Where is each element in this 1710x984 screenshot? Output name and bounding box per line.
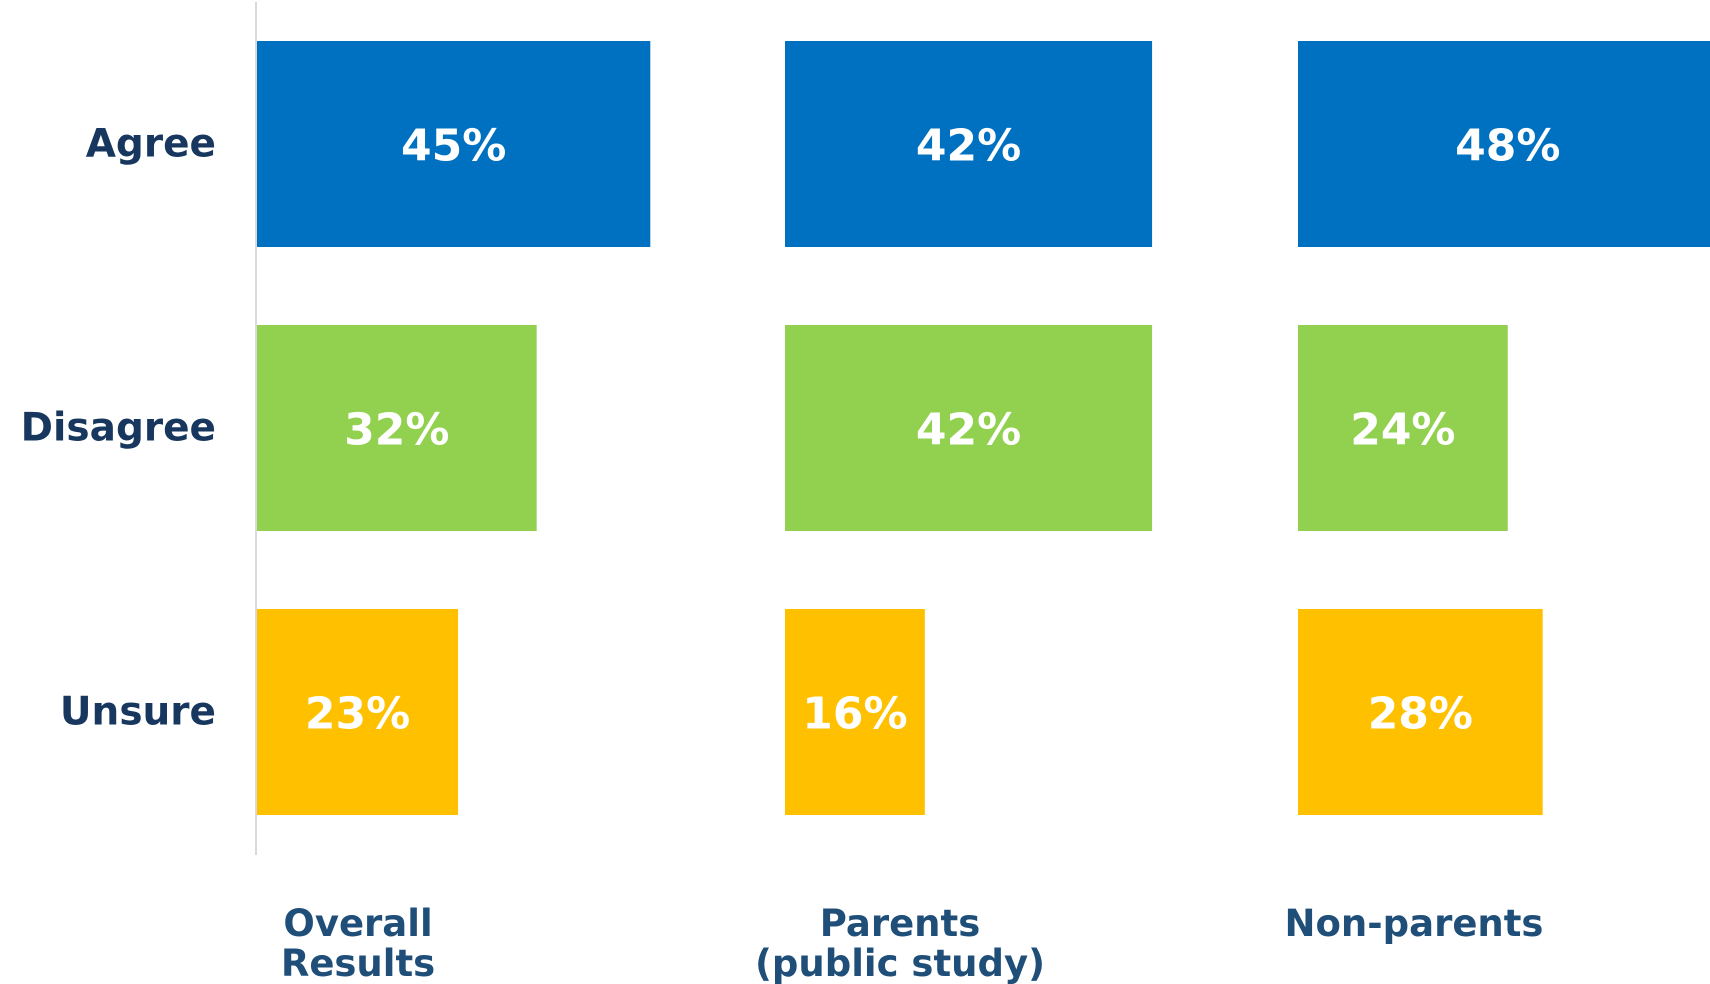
bar-non-parents-agree [1298,41,1710,247]
group-labels: Overall Results Parents (public study) Non-p… [281,902,1544,984]
group-label-parents-public-study: Parents (public study) [755,902,1045,984]
bar-parents-public-study-unsure [785,609,925,815]
value-label-non-parents-disagree: 24% [1350,405,1455,456]
bar-overall-results-unsure [257,609,459,815]
value-label-non-parents-unsure: 28% [1368,689,1473,740]
category-label-agree: Agree [86,122,216,167]
value-label-parents-public-study-disagree: 42% [916,405,1021,456]
group-label-overall-results: Overall Results [281,902,435,984]
value-label-overall-results-agree: 45% [401,121,506,172]
category-labels: Agree Disagree Unsure [21,122,216,735]
bar-parents-public-study-disagree [785,325,1153,531]
value-labels: 45% 32% 23% 42% 42% 16% 48% 24% 28% [305,121,1561,740]
bars [257,41,1710,815]
category-label-unsure: Unsure [60,690,216,735]
bar-overall-results-agree [257,41,651,247]
bar-overall-results-disagree [257,325,537,531]
bar-parents-public-study-agree [785,41,1153,247]
category-label-disagree: Disagree [21,406,216,451]
bar-non-parents-disagree [1298,325,1508,531]
group-label-non-parents: Non-parents [1285,902,1544,945]
value-label-parents-public-study-agree: 42% [916,121,1021,172]
value-label-parents-public-study-unsure: 16% [802,689,907,740]
value-label-overall-results-disagree: 32% [344,405,449,456]
value-label-non-parents-agree: 48% [1455,121,1560,172]
value-label-overall-results-unsure: 23% [305,689,410,740]
bar-non-parents-unsure [1298,609,1543,815]
